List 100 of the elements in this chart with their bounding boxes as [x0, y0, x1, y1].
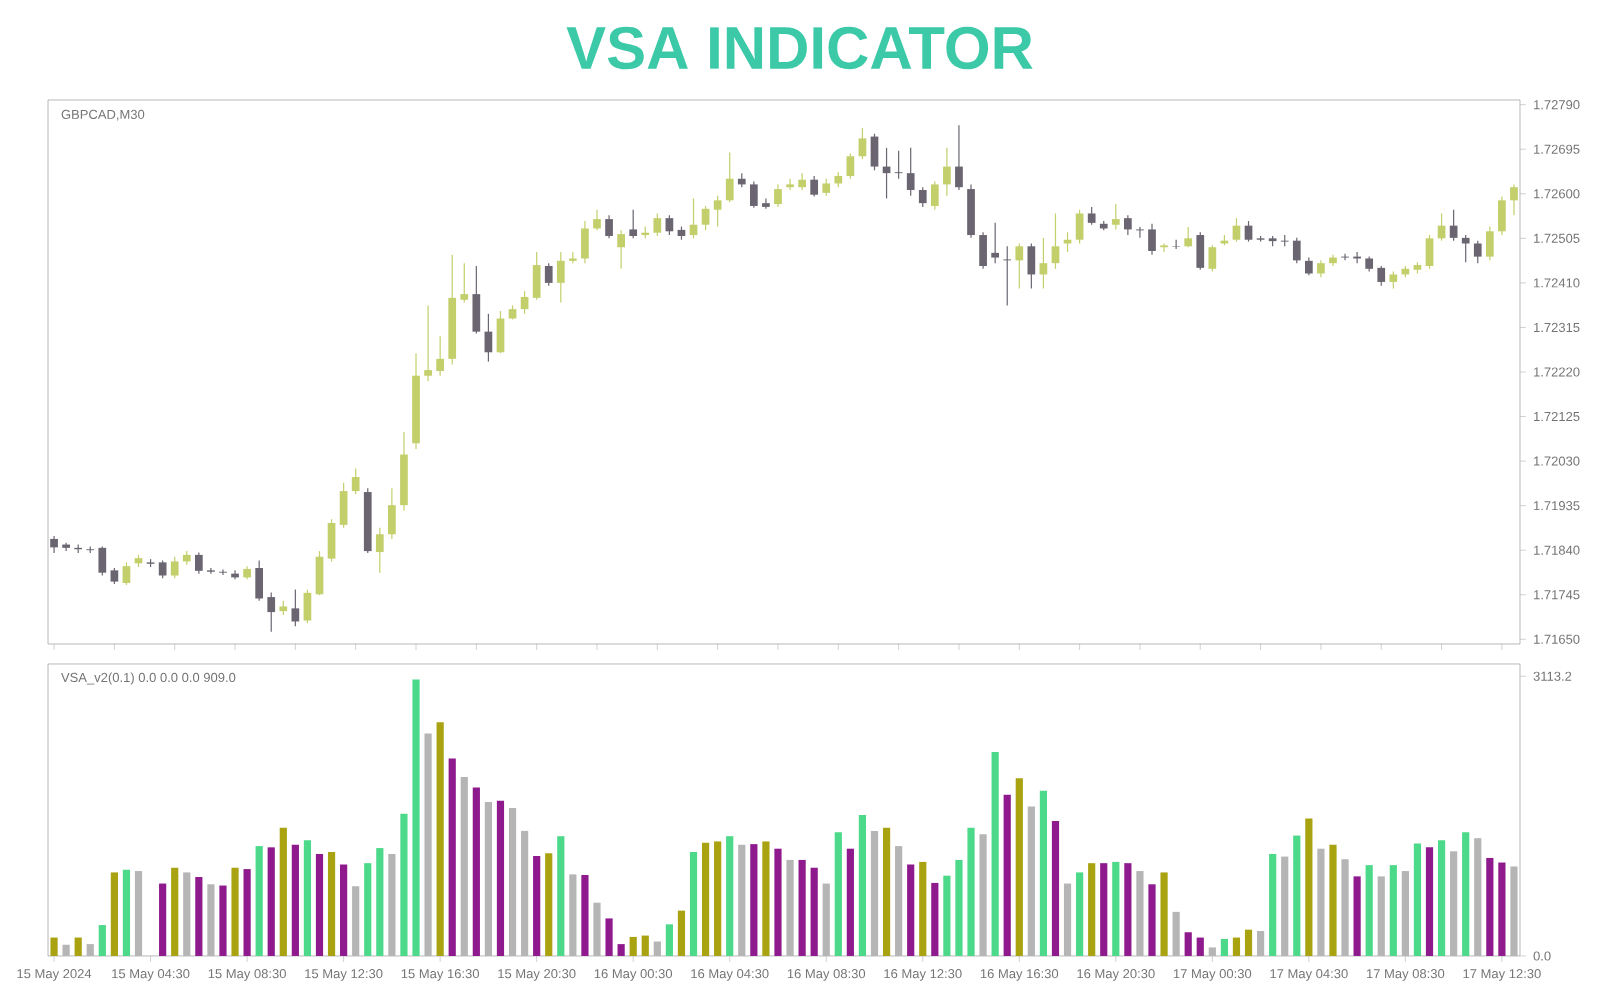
- bar: [1498, 862, 1506, 956]
- candlestick: [170, 556, 179, 579]
- bar: [364, 863, 372, 956]
- bar: [1232, 937, 1241, 956]
- bar: [255, 846, 263, 956]
- candlestick: [460, 262, 469, 304]
- candlestick: [303, 588, 312, 624]
- candlestick: [388, 487, 396, 540]
- candlestick: [1208, 244, 1217, 273]
- bar: [74, 937, 82, 956]
- candlestick: [918, 186, 927, 208]
- bar: [762, 841, 770, 956]
- candlestick: [532, 251, 541, 301]
- bar: [400, 813, 408, 956]
- bar: [834, 832, 842, 956]
- candlestick: [858, 127, 867, 160]
- bar: [1365, 865, 1373, 956]
- bar: [1051, 821, 1060, 956]
- bar: [1293, 835, 1301, 956]
- bar: [207, 884, 215, 956]
- candlestick: [629, 209, 638, 239]
- candlestick: [50, 535, 58, 554]
- bar: [460, 777, 468, 956]
- candlestick: [930, 180, 939, 211]
- bar: [1220, 938, 1228, 956]
- bar: [110, 872, 118, 956]
- bar: [1389, 865, 1397, 956]
- candlestick: [1341, 253, 1349, 261]
- bar: [689, 852, 698, 956]
- bar: [931, 882, 939, 956]
- bar: [798, 859, 806, 956]
- candlestick: [1196, 231, 1205, 271]
- bar: [617, 944, 625, 956]
- bar: [412, 679, 420, 956]
- candlestick: [1015, 242, 1024, 290]
- bar: [1510, 866, 1518, 956]
- bar: [424, 733, 432, 956]
- candlestick: [1473, 240, 1482, 264]
- bar: [750, 844, 758, 956]
- bar: [738, 844, 746, 956]
- bar: [508, 807, 517, 956]
- candlestick: [581, 220, 589, 264]
- bar: [955, 859, 963, 956]
- candlestick: [1485, 226, 1494, 261]
- bar: [1281, 856, 1289, 956]
- bar: [1305, 818, 1313, 956]
- bar: [919, 861, 927, 956]
- candlestick: [339, 482, 348, 529]
- candlestick: [122, 561, 131, 586]
- candlestick: [327, 518, 336, 563]
- candlestick: [375, 527, 384, 574]
- bar: [991, 751, 999, 956]
- candlestick: [786, 178, 794, 191]
- candlestick: [1461, 234, 1470, 263]
- bar: [1377, 876, 1385, 956]
- candlestick: [725, 151, 734, 203]
- bar: [279, 827, 287, 956]
- bar: [86, 944, 94, 956]
- bar: [352, 886, 360, 956]
- bar: [1088, 863, 1096, 956]
- candlestick: [255, 559, 264, 602]
- bar: [1425, 847, 1434, 956]
- bar: [98, 925, 106, 956]
- bar: [496, 800, 505, 956]
- candlestick: [1136, 226, 1144, 239]
- candlestick: [207, 567, 215, 575]
- bar: [545, 853, 553, 956]
- bar: [484, 801, 493, 956]
- candlestick: [810, 175, 819, 198]
- candlestick: [1051, 212, 1060, 270]
- bar: [1353, 876, 1361, 956]
- candlestick: [556, 251, 565, 304]
- bar: [1100, 863, 1108, 956]
- bar: [967, 827, 975, 956]
- candlestick: [1510, 183, 1518, 216]
- candlestick: [1184, 226, 1193, 248]
- bar: [701, 842, 710, 956]
- candlestick: [943, 147, 951, 197]
- bar: [822, 883, 830, 956]
- candlestick: [1172, 239, 1180, 250]
- bar: [943, 875, 951, 956]
- bar: [1027, 806, 1035, 956]
- bar: [1450, 851, 1458, 956]
- bar: [605, 918, 613, 956]
- candlestick: [894, 150, 903, 180]
- candlestick: [593, 209, 601, 231]
- candlestick: [1160, 242, 1168, 253]
- bar: [641, 935, 649, 956]
- bar: [629, 936, 637, 956]
- candlestick: [906, 147, 915, 197]
- bar: [1437, 840, 1446, 956]
- candlestick: [62, 542, 70, 552]
- candlestick: [424, 304, 432, 382]
- candlestick: [1292, 237, 1301, 264]
- candlestick: [219, 568, 227, 576]
- bar: [1160, 872, 1168, 956]
- bar: [979, 834, 987, 956]
- candlestick: [967, 183, 975, 239]
- bar: [171, 867, 179, 956]
- bar: [786, 859, 794, 956]
